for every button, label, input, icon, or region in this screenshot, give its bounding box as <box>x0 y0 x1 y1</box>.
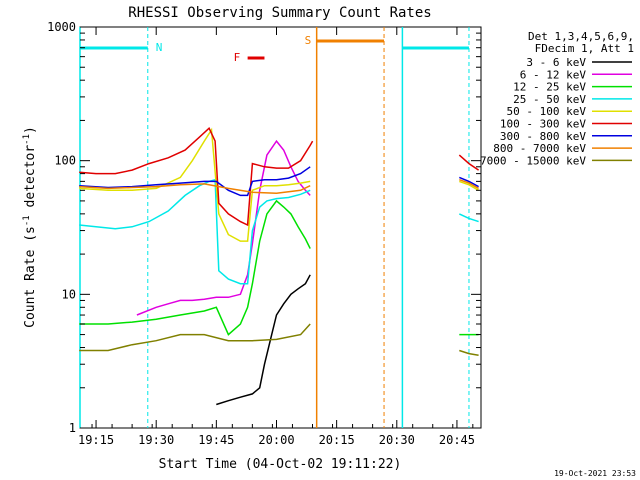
x-axis-label: Start Time (04-Oct-02 19:11:22) <box>159 457 402 472</box>
legend-title-line-1: Det 1,3,4,5,6,9, <box>528 30 634 43</box>
legend-entry-label: 800 - 7000 keV <box>493 142 586 155</box>
legend-entry-label: 100 - 300 keV <box>500 118 586 131</box>
series-line-0 <box>216 274 311 406</box>
legend-entry-label: 300 - 800 keV <box>500 130 586 143</box>
y-tick-label: 100 <box>54 154 76 168</box>
axis-ticks: 19:15 19:30 19:45 20:00 20:15 20:30 20:45 1 10 10… <box>47 20 481 447</box>
series-line-3 <box>79 178 311 285</box>
x-tick-label: 20:45 <box>439 433 475 447</box>
series-line-4 <box>79 127 311 242</box>
y-tick-label: 10 <box>62 287 76 301</box>
legend-entry-label: 50 - 100 keV <box>507 105 587 118</box>
legend-entry-label: 3 - 6 keV <box>526 56 586 69</box>
y-tick-label: 1000 <box>47 20 76 34</box>
series-after-gap-line-3 <box>459 180 479 191</box>
series-after-gap-line-0 <box>458 154 480 171</box>
series-after-gap-line-1 <box>459 176 479 188</box>
series-layer <box>79 126 480 406</box>
series-after-gap-line-2 <box>459 178 479 190</box>
x-tick-label: 20:15 <box>319 433 355 447</box>
legend-entry-label: 12 - 25 keV <box>513 81 586 94</box>
render-timestamp: 19-Oct-2021 23:53 <box>554 469 636 478</box>
y-tick-label: 1 <box>69 421 76 435</box>
legend: Det 1,3,4,5,6,9, FDecim 1, Att 1 3 - 6 k… <box>480 30 634 167</box>
night-label: N <box>156 41 163 54</box>
series-after-gap-line-4 <box>458 213 479 223</box>
legend-entry-label: 25 - 50 keV <box>513 93 586 106</box>
series-line-7 <box>79 183 311 195</box>
series-line-2 <box>79 199 311 336</box>
series-after-gap-line-6 <box>459 349 479 357</box>
x-tick-label: 20:00 <box>258 433 294 447</box>
legend-title-line-2: FDecim 1, Att 1 <box>535 42 634 55</box>
x-tick-label: 19:45 <box>198 433 234 447</box>
series-line-5 <box>79 126 314 227</box>
series-line-8 <box>79 323 311 352</box>
x-tick-label: 19:30 <box>138 433 174 447</box>
x-tick-label: 20:30 <box>379 433 415 447</box>
series-line-1 <box>136 139 311 316</box>
annotations-layer: N S F <box>79 27 470 428</box>
x-tick-label: 19:15 <box>78 433 114 447</box>
chart-title: RHESSI Observing Summary Count Rates <box>128 5 431 21</box>
legend-entry-label: 7000 - 15000 keV <box>480 154 586 167</box>
y-axis-label: Count Rate (s-1 detector-1) <box>22 126 38 328</box>
series-line-6 <box>79 166 311 197</box>
saa-label: S <box>305 34 312 47</box>
legend-entry-label: 6 - 12 keV <box>520 68 587 81</box>
flare-label: F <box>234 51 241 64</box>
plot-frame <box>79 26 482 429</box>
